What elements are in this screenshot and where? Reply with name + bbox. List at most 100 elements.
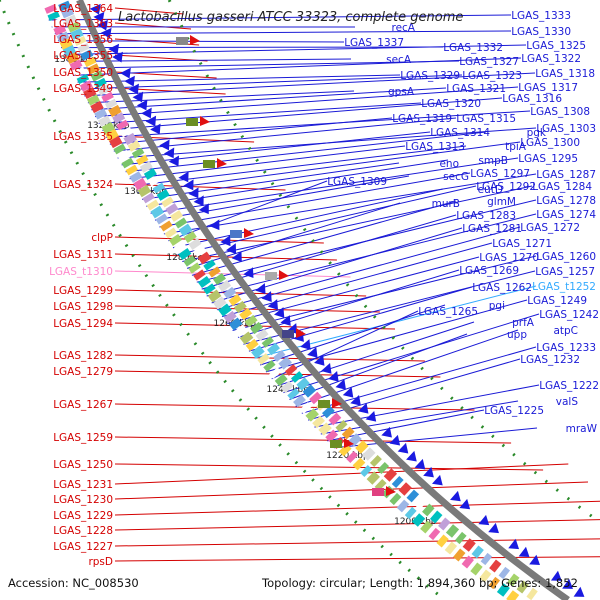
right-gene-label: tpiA (505, 141, 527, 153)
reverse-gene-arrow (183, 179, 194, 191)
gene-block (73, 35, 87, 47)
right-gene-label: glmM (487, 196, 516, 208)
gene-block (328, 412, 342, 426)
gene-block (278, 356, 292, 370)
gene-block (183, 231, 197, 243)
right-connector-line (54, 30, 512, 35)
right-gene-label: LGAS_1233 (536, 342, 596, 354)
gene-block (453, 548, 466, 562)
reverse-gene-arrow (406, 450, 417, 462)
right-connector-line (320, 400, 519, 435)
reverse-gene-arrow (389, 434, 401, 446)
right-gene-label: LGAS_1260 (536, 251, 596, 263)
gene-block (233, 300, 247, 314)
reverse-gene-arrow (163, 147, 175, 159)
reverse-gene-arrow (124, 75, 135, 87)
left-connector-line (114, 556, 600, 562)
gene-block (454, 531, 467, 545)
left-gene-label: LGAS_1231 (53, 479, 113, 491)
gene-block (178, 223, 193, 237)
gene-block (338, 443, 352, 457)
left-gene-label: LGAS_1228 (53, 525, 113, 537)
right-connector-line (94, 86, 519, 118)
right-connector-line (333, 427, 538, 449)
gene-block (526, 587, 538, 600)
gene-block (218, 279, 232, 293)
gene-block (411, 513, 426, 527)
reverse-gene-arrow (321, 363, 332, 374)
reverse-gene-arrow (423, 466, 434, 478)
gene-block (105, 128, 119, 142)
reverse-gene-arrow (93, 11, 105, 23)
gene-block (299, 402, 312, 414)
gene-block (150, 205, 165, 219)
gene-block (480, 552, 493, 566)
gene-block (197, 275, 211, 289)
right-connector-line (102, 97, 503, 131)
reverse-gene-arrow (518, 546, 530, 558)
right-connector-line (64, 44, 527, 55)
gene-block (498, 566, 511, 580)
gene-block (429, 510, 443, 524)
gene-block (70, 28, 84, 40)
gene-block (178, 248, 192, 260)
gene-block (69, 59, 83, 71)
right-gene-label: LGAS_1283 (456, 210, 516, 222)
left-connector-line (114, 519, 600, 531)
left-gene-label: LGAS_1311 (53, 249, 113, 261)
gene-block (173, 241, 187, 253)
gene-block (203, 259, 216, 271)
gene-block (59, 38, 73, 50)
right-gene-label: valS (556, 396, 579, 408)
right-connector-line (60, 46, 444, 49)
gene-block (377, 461, 390, 475)
gene-block (164, 227, 178, 239)
right-gene-label: LGAS_1314 (430, 127, 490, 139)
gene-block (129, 171, 143, 183)
right-gene-label: LGAS_1320 (421, 98, 481, 110)
reverse-gene-arrow (335, 379, 346, 390)
reverse-gene-arrow (550, 570, 562, 581)
gene-block (244, 314, 258, 328)
right-gene-label: LGAS_1292 (476, 181, 536, 193)
gene-block (325, 429, 339, 443)
gene-block (507, 573, 520, 587)
gene-block (156, 189, 170, 201)
right-gene-label: LGAS_1316 (502, 93, 562, 105)
right-connector-line (91, 87, 447, 111)
right-gene-label: LGAS_1323 (462, 70, 522, 82)
right-gene-label: LGAS_1319 (392, 113, 452, 125)
gene-block (66, 52, 80, 64)
gene-block (76, 73, 90, 85)
gene-block (250, 321, 264, 335)
gene-block (148, 175, 161, 187)
gene-block (346, 450, 359, 464)
left-connector-line (114, 463, 569, 485)
right-connector-line (307, 358, 521, 421)
gene-block (90, 100, 104, 114)
gene-block (116, 149, 131, 163)
right-gene-label: upp (507, 329, 527, 341)
gene-block (212, 272, 227, 286)
left-gene-label: LGAS_1229 (53, 510, 113, 522)
right-connector-line (260, 304, 446, 366)
gene-block (398, 482, 412, 496)
reverse-gene-arrow (381, 426, 392, 438)
right-connector-line (289, 333, 468, 400)
left-connector-line (114, 135, 255, 143)
gene-block (290, 371, 304, 383)
backbone-arc (76, 0, 570, 600)
left-connector-line (114, 7, 184, 15)
feature-block (176, 37, 188, 45)
reverse-gene-arrow (307, 347, 318, 358)
gene-block (273, 350, 286, 362)
right-connector-line (265, 299, 528, 373)
gene-block (239, 307, 253, 321)
right-gene-label: LGAS_1309 (327, 176, 387, 188)
right-gene-label: LGAS_1242 (539, 309, 599, 321)
right-gene-label: LGAS_1315 (456, 113, 516, 125)
gene-block (261, 336, 274, 348)
left-gene-label: rpsD (88, 556, 113, 568)
gene-block (83, 56, 97, 68)
